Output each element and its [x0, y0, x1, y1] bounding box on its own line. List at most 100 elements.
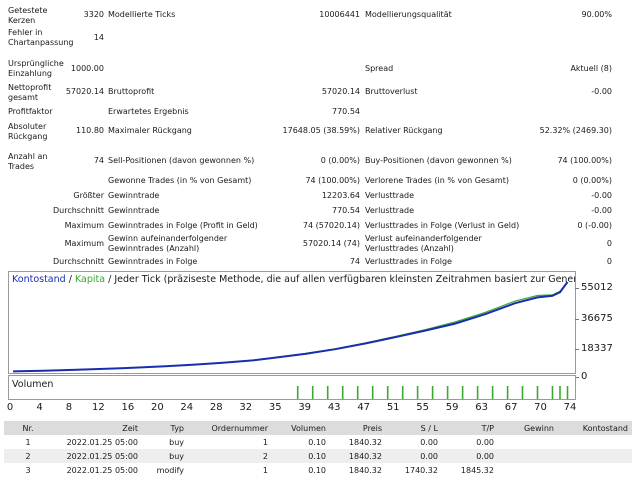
balance-chart-plot: [12, 281, 569, 373]
tested-bars-label: Getestete Kerzen: [8, 6, 48, 25]
modelling-quality-value: 90.00%: [581, 10, 612, 19]
maximum-label: Maximum: [64, 221, 104, 230]
volume-bar: [386, 386, 389, 399]
x-tick-label: 59: [445, 402, 459, 413]
largest-profit-label: Gewinntrade: [108, 191, 160, 200]
avg-consec-losses-label: Verlusttrades in Folge: [365, 257, 452, 266]
volume-chart-plot: [296, 386, 569, 399]
largest-label: Größter: [73, 191, 104, 200]
max-consec-loss-value: 0: [606, 239, 612, 248]
cell-order: 1: [188, 463, 272, 477]
max-consec-wins-value: 74 (57020.14): [302, 221, 360, 230]
avg-consec-wins-value: 74: [349, 257, 360, 266]
absolute-drawdown-value: 110.80: [76, 126, 104, 135]
cell-nr: 3: [4, 463, 52, 477]
relative-drawdown-label: Relativer Rückgang: [365, 126, 443, 135]
max-consec-losses-value: 0 (-0.00): [577, 221, 612, 230]
gross-profit-value: 57020.14: [321, 87, 360, 96]
volume-bar: [536, 386, 539, 399]
long-positions-label: Buy-Positionen (davon gewonnen %): [365, 156, 512, 165]
initial-deposit-label: Ursprüngliche Einzahlung: [8, 59, 64, 78]
volume-bar: [476, 386, 479, 399]
largest-loss-label: Verlusttrade: [365, 191, 414, 200]
average-loss-label: Verlusttrade: [365, 206, 414, 215]
tested-bars-value: 3320: [83, 10, 104, 19]
max-consec-profit-label: Gewinn aufeinanderfolgender Gewinntrades…: [108, 234, 228, 253]
absolute-drawdown-label: Absoluter Rückgang: [8, 122, 48, 141]
x-tick-label: 67: [504, 402, 518, 413]
volume-bar: [566, 386, 569, 399]
volume-bar: [446, 386, 449, 399]
volume-bar: [371, 386, 374, 399]
balance-series-line: [12, 281, 569, 373]
col-price[interactable]: Preis: [330, 421, 386, 435]
col-volume[interactable]: Volumen: [272, 421, 330, 435]
table-row[interactable]: 3 2022.01.25 05:00 modify 1 0.10 1840.32…: [4, 463, 632, 477]
max-consec-loss-label: Verlust aufeinanderfolgender Verlusttrad…: [365, 234, 482, 253]
x-tick-label: 63: [475, 402, 488, 413]
test-report: Getestete Kerzen 3320 Modellierte Ticks …: [8, 6, 612, 266]
col-nr[interactable]: Nr.: [4, 421, 52, 435]
x-tick-label: 32: [239, 402, 253, 413]
cell-volume: 0.10: [272, 435, 330, 449]
average-profit-value: 770.54: [332, 206, 360, 215]
equity-series-line: [12, 281, 568, 372]
table-row[interactable]: 1 2022.01.25 05:00 buy 1 0.10 1840.32 0.…: [4, 435, 632, 449]
orders-header-row: Nr. Zeit Typ Ordernummer Volumen Preis S…: [4, 421, 632, 435]
short-positions-value: 0 (0.00%): [320, 156, 360, 165]
average2-label: Durchschnitt: [52, 257, 104, 266]
initial-deposit-value: 1000.00: [70, 64, 104, 73]
average-profit-label: Gewinntrade: [108, 206, 160, 215]
modelled-ticks-label: Modellierte Ticks: [108, 10, 176, 19]
x-tick-label: 0: [6, 402, 14, 413]
col-type[interactable]: Typ: [142, 421, 188, 435]
col-order[interactable]: Ordernummer: [188, 421, 272, 435]
col-profit[interactable]: Gewinn: [498, 421, 558, 435]
modelling-quality-label: Modellierungsqualität: [365, 10, 452, 19]
y-tick-label: 36675: [575, 313, 613, 324]
volume-bar: [296, 386, 299, 399]
x-tick-label: 16: [121, 402, 135, 413]
x-tick-label: 4: [36, 402, 43, 413]
legend-equity: Kapita: [74, 274, 106, 285]
cell-type: modify: [142, 463, 188, 477]
spread-value: Aktuell (8): [570, 64, 612, 73]
y-tick-label: 0: [574, 371, 587, 382]
x-tick-label: 47: [357, 402, 371, 413]
loss-trades-value: 0 (0.00%): [572, 176, 612, 185]
col-time[interactable]: Zeit: [52, 421, 142, 435]
volume-bar: [341, 386, 344, 399]
orders-table: Nr. Zeit Typ Ordernummer Volumen Preis S…: [0, 421, 640, 477]
volume-bar: [416, 386, 419, 399]
cell-order: 1: [188, 435, 272, 449]
volume-bar: [326, 386, 329, 399]
loss-trades-label: Verlorene Trades (in % von Gesamt): [365, 176, 509, 185]
mismatch-errors-label: Fehler in Chartanpassung: [8, 28, 74, 47]
volume-bar: [491, 386, 494, 399]
x-tick-label: 20: [151, 402, 164, 413]
col-sl[interactable]: S / L: [386, 421, 442, 435]
average-loss-value: -0.00: [591, 206, 612, 215]
table-row[interactable]: 2 2022.01.25 05:00 buy 2 0.10 1840.32 0.…: [4, 449, 632, 463]
x-tick-label: 35: [268, 402, 282, 413]
cell-tp: 0.00: [442, 449, 498, 463]
total-trades-label: Anzahl an Trades: [8, 152, 48, 171]
volume-bar: [521, 386, 524, 399]
cell-sl: 0.00: [386, 435, 442, 449]
volume-bar: [551, 386, 554, 399]
cell-sl: 1740.32: [386, 463, 442, 477]
cell-balance: [558, 435, 632, 449]
relative-drawdown-value: 52.32% (2469.30): [539, 126, 612, 135]
max-consec-wins-label: Gewinntrades in Folge (Profit in Geld): [108, 221, 258, 230]
short-positions-label: Sell-Positionen (davon gewonnen %): [108, 156, 255, 165]
cell-price: 1840.32: [330, 463, 386, 477]
cell-order: 2: [188, 449, 272, 463]
cell-nr: 1: [4, 435, 52, 449]
col-balance[interactable]: Kontostand: [558, 421, 632, 435]
volume-bar: [311, 386, 314, 399]
net-profit-value: 57020.14: [65, 87, 104, 96]
avg-consec-losses-value: 0: [606, 257, 612, 266]
cell-sl: 0.00: [386, 449, 442, 463]
volume-label: Volumen: [12, 379, 54, 390]
col-tp[interactable]: T/P: [442, 421, 498, 435]
